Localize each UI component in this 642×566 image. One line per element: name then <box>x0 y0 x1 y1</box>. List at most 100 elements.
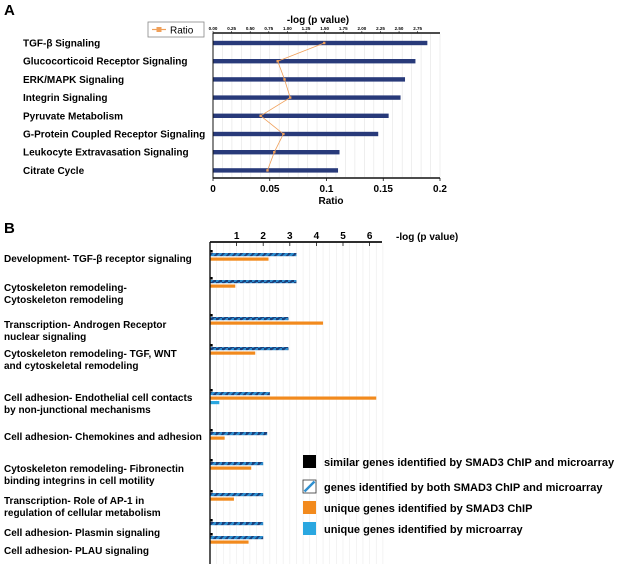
panel-b-bar-both <box>210 317 289 321</box>
panel-a-bottom-axis-ticks: 0 0.05 0.1 0.15 0.2 <box>210 178 447 195</box>
panel-b-bar-both <box>210 432 268 436</box>
panel-b-bars <box>210 250 377 544</box>
panel-a-category-label: Pyruvate Metabolism <box>23 111 123 122</box>
panel-a-ratio-points <box>259 41 326 172</box>
panel-a-top-tick-label: 1.50 <box>320 26 329 31</box>
panel-b-top-tick-label: 4 <box>314 231 320 242</box>
panel-a-top-tick-label: 1.00 <box>283 26 292 31</box>
panel-a-ratio-point <box>282 132 285 136</box>
panel-a-top-tick-label: 0.25 <box>227 26 236 31</box>
panel-b-bar-smad3 <box>210 284 236 288</box>
panel-a-bar <box>213 59 416 64</box>
panel-b-category-label: by non-junctional mechanisms <box>4 405 151 416</box>
panel-b-category-label: Cell adhesion- Endothelial cell contacts <box>4 393 193 404</box>
panel-b-top-tick-label: 5 <box>340 231 346 242</box>
panel-b-bar-both <box>210 536 264 540</box>
panel-a-ratio-line <box>259 42 325 171</box>
panel-a-top-tick-label: 2.50 <box>395 26 404 31</box>
panel-b-legend-swatch-microarray <box>303 522 316 535</box>
panel-a-top-tick-label: 2.00 <box>357 26 366 31</box>
panel-b-category-label: Cytoskeleton remodeling- TGF, WNT <box>4 349 177 360</box>
panel-b-bar-both <box>210 253 297 257</box>
panel-b-legend-label: unique genes identified by SMAD3 ChIP <box>324 503 532 515</box>
panel-a-top-tick-label: 2.75 <box>413 26 422 31</box>
panel-b-top-tick-label: 2 <box>260 231 266 242</box>
panel-a-top-tick-label: 0.75 <box>264 26 273 31</box>
panel-b-category-label: nuclear signaling <box>4 332 86 343</box>
panel-b-bar-similar <box>210 250 213 253</box>
panel-a-category-label: ERK/MAPK Signaling <box>23 75 124 86</box>
panel-b-bar-smad3 <box>210 497 234 501</box>
panel-a-category-label: TGF-β Signaling <box>23 39 100 50</box>
panel-b-category-label: and cytoskeletal remodeling <box>4 361 139 372</box>
panel-b-top-axis-ticks: 1 2 3 4 5 6 <box>234 231 373 246</box>
panel-a-category-label: Glucocorticoid Receptor Signaling <box>23 57 187 68</box>
panel-a-bar <box>213 131 379 137</box>
panel-b-bar-smad3 <box>210 466 252 470</box>
panel-b-letter: B <box>4 220 15 237</box>
panel-b-category-label: Development- TGF-β receptor signaling <box>4 254 192 265</box>
panel-a-top-axis-ticks: 0.00 0.25 0.50 0.75 1.00 1.25 1.50 1.75 2.00 2.25… <box>209 26 423 33</box>
panel-a-bar <box>213 150 340 155</box>
panel-b-top-tick-label: 1 <box>234 231 240 242</box>
panel-a-bar <box>213 95 401 100</box>
panel-b-bar-smad3 <box>210 436 225 440</box>
panel-a-category-label: G-Protein Coupled Receptor Signaling <box>23 130 205 141</box>
panel-a: A -log (p value) TGF-β Signaling Glucocor… <box>4 2 447 207</box>
panel-a-legend-marker <box>156 27 162 32</box>
panel-b-legend-label: genes identified by both SMAD3 ChIP and … <box>324 482 603 494</box>
panel-b-category-label: Cell adhesion- Plasmin signaling <box>4 528 160 539</box>
panel-a-ratio-point <box>323 41 326 45</box>
panel-a-bar <box>213 77 406 82</box>
panel-b-bar-smad3 <box>210 321 324 325</box>
panel-a-bottom-tick-label: 0.15 <box>374 184 394 195</box>
panel-a-ratio-point <box>288 96 292 99</box>
panel-b-bar-similar <box>210 277 213 280</box>
panel-b-bar-both <box>210 462 264 466</box>
panel-a-ratio-point <box>266 169 269 172</box>
panel-a-category-labels: TGF-β Signaling Glucocorticoid Receptor S… <box>23 39 205 177</box>
panel-b-bar-similar <box>210 314 213 317</box>
panel-b-top-tick-label: 6 <box>367 231 373 242</box>
panel-a-bars <box>213 40 428 173</box>
panel-a-top-tick-label: 0.50 <box>246 26 255 31</box>
panel-b-bar-similar <box>210 344 213 347</box>
panel-a-top-tick-label: 1.75 <box>339 26 348 31</box>
panel-b-category-label: Cell adhesion- PLAU signaling <box>4 546 149 557</box>
panel-b-bar-smad3 <box>210 540 249 544</box>
panel-b-bar-both <box>210 392 270 396</box>
panel-a-letter: A <box>4 2 15 19</box>
panel-a-ratio-point <box>273 151 276 154</box>
panel-a-bar <box>213 168 339 173</box>
panel-a-gridlines <box>222 34 441 177</box>
panel-b: B -log (p value) Development- TGF-β rece… <box>4 220 615 564</box>
panel-a-bottom-tick-label: 0.2 <box>433 184 447 195</box>
panel-b-legend: similar genes identified by SMAD3 ChIP a… <box>302 455 615 536</box>
panel-b-category-label: Transcription- Androgen Receptor <box>4 320 167 331</box>
panel-a-legend-box <box>147 21 205 38</box>
panel-b-category-label: binding integrins in cell motility <box>4 476 155 487</box>
panel-b-bar-similar <box>210 490 213 493</box>
panel-b-bar-smad3 <box>210 257 269 261</box>
panel-b-category-label: regulation of cellular metabolism <box>4 508 161 519</box>
panel-a-bottom-tick-label: 0.1 <box>320 184 334 195</box>
panel-b-category-label: Transcription- Role of AP-1 in <box>4 496 144 507</box>
panel-a-category-label: Citrate Cycle <box>23 166 85 177</box>
panel-b-top-tick-label: 3 <box>287 231 293 242</box>
panel-b-bar-both <box>210 280 297 284</box>
panel-b-gridlines <box>216 243 384 564</box>
panel-b-category-label: Cytoskeleton remodeling- <box>4 283 127 294</box>
panel-b-bar-similar <box>210 429 213 432</box>
panel-b-top-axis-title: -log (p value) <box>396 232 458 243</box>
panel-b-bar-microarray <box>210 401 220 405</box>
panel-b-bar-both <box>210 347 289 351</box>
panel-a-legend-label: Ratio <box>170 26 194 37</box>
panel-a-top-tick-label: 2.25 <box>376 26 385 31</box>
panel-b-category-labels: Development- TGF-β receptor signaling Cyt… <box>4 254 202 557</box>
panel-a-category-label: Integrin Signaling <box>23 93 107 104</box>
panel-a-ratio-point <box>283 78 286 81</box>
panel-b-legend-label: similar genes identified by SMAD3 ChIP a… <box>324 457 615 469</box>
panel-a-bar <box>213 113 389 118</box>
panel-b-bar-smad3 <box>210 351 256 355</box>
